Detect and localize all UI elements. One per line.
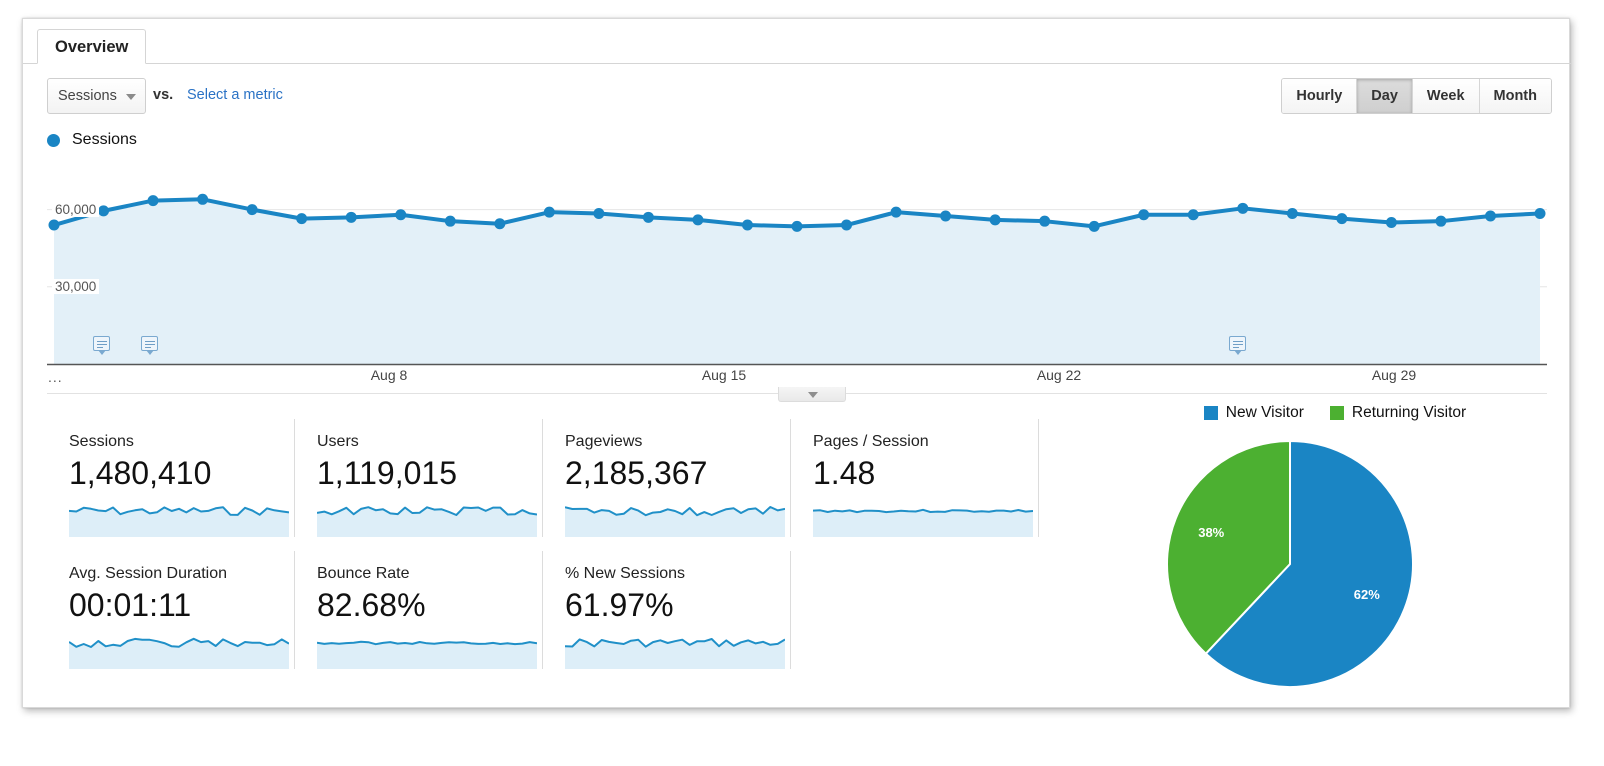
collapse-chart-button[interactable] [778, 387, 846, 402]
x-axis-tick-aug-15: Aug 15 [701, 367, 747, 383]
metric-card-sparkline [317, 506, 537, 537]
metric-card-sparkline [69, 637, 289, 669]
pie-legend-item-returning-visitor[interactable]: Returning Visitor [1329, 404, 1467, 422]
metric-card-sessions[interactable]: Sessions 1,480,410 [47, 419, 295, 537]
x-axis-labels: Aug 8 Aug 15 Aug 22 Aug 29 [47, 367, 1547, 391]
metric-card-sparkline [813, 508, 1033, 537]
metric-card-value: 1.48 [813, 455, 876, 491]
pie-slice-label-new-visitor: 62% [1353, 586, 1380, 602]
x-axis-tick-aug-29: Aug 29 [1371, 367, 1417, 383]
chevron-down-icon [808, 392, 818, 398]
pie-chart-svg [1166, 439, 1414, 688]
x-axis-tick-aug-8: Aug 8 [370, 367, 408, 383]
chart-legend-label: Sessions [72, 131, 137, 148]
granularity-day-button[interactable]: Day [1357, 79, 1413, 113]
tab-strip: Overview [23, 19, 1571, 64]
select-a-metric-link[interactable]: Select a metric [187, 87, 283, 103]
metric-card-label: Sessions [69, 433, 134, 450]
metric-card-label: Users [317, 433, 359, 450]
metric-card-label: Avg. Session Duration [69, 565, 228, 582]
x-axis-leading-ellipsis: ... [48, 369, 63, 385]
overview-panel: Overview Sessions vs. Select a metric Ho… [22, 18, 1571, 708]
metric-card-avg-session-duration[interactable]: Avg. Session Duration 00:01:11 [47, 551, 295, 669]
metric-card-row-1: Sessions 1,480,410 Users 1,119,015 Pagev… [47, 419, 1047, 551]
metric-card-sparkline [69, 506, 289, 537]
metric-card-percent-new-sessions[interactable]: % New Sessions 61.97% [543, 551, 791, 669]
metric-card-sparkline [317, 640, 537, 669]
sessions-line-chart[interactable]: 60,000 30,000 [47, 159, 1547, 374]
metric-select-value: Sessions [58, 88, 117, 104]
metric-card-label: Pages / Session [813, 433, 929, 450]
pie-legend: New Visitor Returning Visitor [1135, 404, 1535, 422]
metric-card-value: 61.97% [565, 587, 674, 623]
pie-legend-label: Returning Visitor [1351, 404, 1467, 421]
metric-card-value: 1,480,410 [69, 455, 212, 491]
legend-dot-icon [47, 133, 60, 147]
chart-annotation-marker-2[interactable] [141, 336, 158, 355]
y-axis-tick-60000: 60,000 [52, 201, 100, 217]
sessions-line-chart-svg [47, 193, 1547, 366]
metric-card-sparkline [565, 638, 785, 669]
pie-slice-label-returning-visitor: 38% [1198, 525, 1225, 541]
metric-card-value: 2,185,367 [565, 455, 708, 491]
chart-legend: Sessions [47, 131, 137, 149]
metric-card-pages-per-session[interactable]: Pages / Session 1.48 [791, 419, 1039, 537]
metric-card-label: Pageviews [565, 433, 643, 450]
metric-card-row-2: Avg. Session Duration 00:01:11 Bounce Ra… [47, 551, 1047, 683]
granularity-month-button[interactable]: Month [1479, 79, 1551, 113]
chevron-down-icon [126, 94, 136, 100]
metric-card-sparkline [565, 506, 785, 537]
metric-select-dropdown[interactable]: Sessions [47, 78, 146, 114]
visitor-type-pie-block: New Visitor Returning Visitor 62% 38% [1113, 404, 1553, 694]
metric-card-bounce-rate[interactable]: Bounce Rate 82.68% [295, 551, 543, 669]
metric-card-value: 82.68% [317, 587, 426, 623]
metric-card-value: 00:01:11 [69, 587, 192, 623]
metric-card-label: % New Sessions [565, 565, 686, 582]
metric-card-label: Bounce Rate [317, 565, 410, 582]
x-axis-tick-aug-22: Aug 22 [1036, 367, 1082, 383]
granularity-button-group: Hourly Day Week Month [1281, 78, 1552, 114]
chart-annotation-marker-3[interactable] [1229, 336, 1246, 355]
y-axis-tick-30000: 30,000 [52, 278, 100, 294]
metric-cards: Sessions 1,480,410 Users 1,119,015 Pagev… [47, 419, 1047, 683]
pie-legend-label: New Visitor [1225, 404, 1304, 421]
metric-card-users[interactable]: Users 1,119,015 [295, 419, 543, 537]
visitor-type-pie-chart[interactable]: 62% 38% [1165, 439, 1415, 694]
pie-legend-swatch-returning-visitor [1329, 406, 1344, 420]
granularity-hourly-button[interactable]: Hourly [1282, 79, 1358, 113]
granularity-week-button[interactable]: Week [1412, 79, 1480, 113]
pie-legend-swatch-new-visitor [1203, 406, 1218, 420]
metric-card-pageviews[interactable]: Pageviews 2,185,367 [543, 419, 791, 537]
tab-overview[interactable]: Overview [37, 29, 147, 64]
vs-label: vs. [153, 87, 174, 103]
pie-legend-item-new-visitor[interactable]: New Visitor [1203, 404, 1304, 422]
chart-annotation-marker-1[interactable] [93, 336, 110, 355]
metric-card-value: 1,119,015 [317, 455, 457, 491]
